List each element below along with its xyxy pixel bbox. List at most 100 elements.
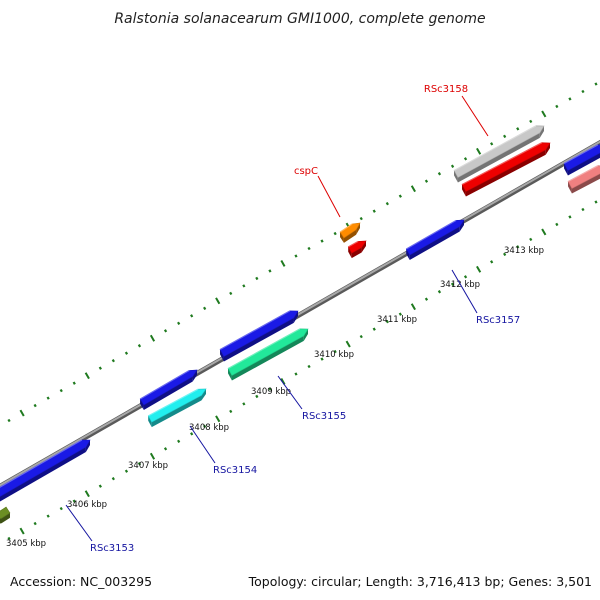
tick-mark: [307, 246, 311, 251]
gene-label[interactable]: RSc3153: [90, 543, 134, 554]
gene-side-face: [303, 329, 308, 341]
gene-side-face: [564, 163, 568, 176]
gene-side-face: [192, 370, 197, 382]
tick-mark: [19, 409, 25, 417]
tick-mark: [529, 237, 533, 242]
genome-backbone: [0, 139, 600, 490]
gene-feature[interactable]: [227, 328, 309, 381]
tick-mark: [333, 349, 337, 354]
tick-mark: [385, 201, 389, 206]
tick-mark: [242, 402, 246, 406]
gene-side-face: [539, 126, 544, 138]
tick-mark: [111, 359, 115, 363]
tick-mark: [72, 499, 76, 503]
gene-label[interactable]: RSc3157: [476, 315, 520, 326]
gene-highlight: [406, 219, 457, 250]
tick-mark: [280, 260, 286, 267]
gene-side-face: [151, 395, 202, 428]
axis-label: 3413 kbp: [504, 246, 544, 256]
tick-mark: [163, 329, 168, 333]
tick-mark: [177, 439, 181, 443]
gene-side-face: [143, 376, 193, 410]
gene-feature[interactable]: [0, 439, 91, 502]
map-title: Ralstonia solanacearum GMI1000, complete…: [114, 11, 485, 27]
gene-highlight: [339, 223, 353, 233]
gene-side-face: [351, 247, 362, 259]
gene-feature[interactable]: [219, 310, 299, 362]
gene-highlight: [567, 165, 599, 183]
gene-top-face: [0, 506, 11, 519]
gene-side-face: [340, 232, 344, 243]
tick-mark: [345, 340, 351, 348]
gene-feature[interactable]: [139, 369, 198, 410]
tick-mark: [581, 207, 585, 212]
tick-mark: [555, 104, 559, 109]
gene-side-face: [454, 170, 458, 183]
gene-feature[interactable]: [147, 388, 207, 428]
gene-side-face: [567, 152, 600, 176]
tick-mark: [98, 366, 102, 370]
tick-mark: [555, 222, 559, 227]
tick-mark: [581, 89, 585, 94]
tick-mark: [372, 327, 376, 331]
tick-mark: [19, 527, 25, 535]
tick-mark: [450, 164, 455, 168]
tick-mark: [503, 134, 507, 139]
gene-feature[interactable]: [405, 219, 465, 260]
gene-label[interactable]: RSc3158: [424, 84, 468, 95]
gene-label[interactable]: cspC: [294, 166, 318, 177]
tick-mark: [450, 282, 455, 286]
tick-mark: [385, 319, 389, 324]
tick-mark: [124, 351, 129, 355]
tick-mark: [503, 252, 507, 257]
gene-highlight: [461, 142, 543, 186]
tick-mark: [72, 381, 76, 385]
tick-mark: [476, 147, 482, 155]
tick-mark: [294, 372, 298, 376]
gene-feature[interactable]: [563, 144, 600, 176]
gene-highlight: [219, 310, 291, 351]
tick-mark: [137, 344, 142, 348]
tick-mark: [280, 378, 286, 385]
tick-mark: [463, 157, 468, 161]
axis-labels: 3405 kbp 3406 kbp 3407 kbp 3408 kbp 3409 kbp…: [6, 246, 544, 549]
tick-mark: [424, 179, 429, 183]
gene-side-face: [571, 173, 600, 194]
gene-side-face: [201, 389, 206, 401]
axis-label: 3407 kbp: [128, 461, 168, 471]
gene-feature[interactable]: [0, 506, 11, 524]
gene-feature[interactable]: [339, 222, 361, 243]
gene-side-face: [85, 440, 90, 452]
gene-label[interactable]: RSc3155: [302, 411, 346, 422]
gene-side-face: [348, 246, 352, 259]
tick-mark: [541, 228, 547, 236]
tick-mark: [7, 536, 11, 541]
gene-side-face: [545, 143, 550, 155]
tick-mark: [84, 372, 90, 380]
tick-mark: [203, 306, 207, 311]
tick-mark: [541, 110, 547, 118]
gene-side-face: [356, 223, 360, 235]
gene-label[interactable]: RSc3154: [213, 465, 257, 476]
tick-mark: [59, 388, 63, 393]
axis-label: 3412 kbp: [440, 280, 480, 290]
tick-mark: [490, 142, 494, 146]
tick-mark: [359, 334, 363, 339]
gene-feature[interactable]: [453, 125, 545, 183]
tick-mark: [398, 194, 402, 198]
tick-mark: [594, 200, 598, 204]
tick-mark: [137, 462, 142, 466]
gene-side-face: [568, 181, 572, 194]
gene-feature[interactable]: [461, 142, 551, 197]
tick-mark: [437, 172, 442, 176]
tick-mark: [229, 409, 233, 414]
gene-side-face: [293, 311, 298, 323]
gene-highlight: [348, 240, 359, 248]
tick-mark: [372, 209, 376, 213]
gene-highlight: [227, 328, 301, 370]
gene-feature[interactable]: [567, 165, 600, 194]
gene-highlight: [563, 144, 599, 165]
gene-feature[interactable]: [347, 240, 367, 259]
gene-side-face: [223, 317, 294, 362]
tick-mark: [149, 452, 156, 460]
